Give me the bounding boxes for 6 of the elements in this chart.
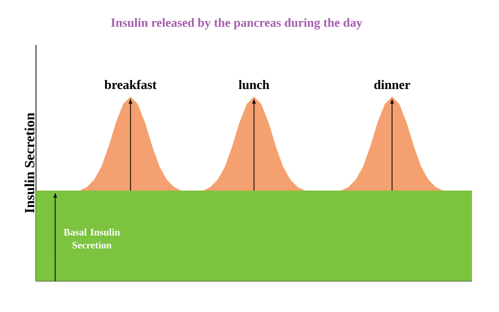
text: breakfast bbox=[104, 80, 157, 90]
text: dinner bbox=[374, 80, 410, 90]
chart-title: Insulin released by the pancreas during the day bbox=[111, 18, 362, 30]
text: lunch bbox=[238, 80, 270, 90]
y-axis-title: Insulin Secretion bbox=[24, 112, 34, 213]
annotation: Basal Insulin Secretion bbox=[64, 228, 120, 248]
